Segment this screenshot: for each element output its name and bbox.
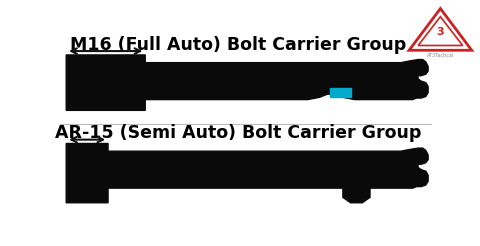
Polygon shape [66, 55, 428, 110]
Polygon shape [409, 9, 472, 50]
Text: AR-15 (Semi Auto) Bolt Carrier Group: AR-15 (Semi Auto) Bolt Carrier Group [55, 124, 421, 142]
Polygon shape [418, 17, 463, 46]
Text: 3: 3 [437, 27, 444, 37]
Text: M16 (Full Auto) Bolt Carrier Group: M16 (Full Auto) Bolt Carrier Group [70, 36, 407, 54]
Bar [330, 88, 351, 97]
Polygon shape [66, 143, 428, 203]
Text: AT3Tactical: AT3Tactical [427, 53, 454, 58]
